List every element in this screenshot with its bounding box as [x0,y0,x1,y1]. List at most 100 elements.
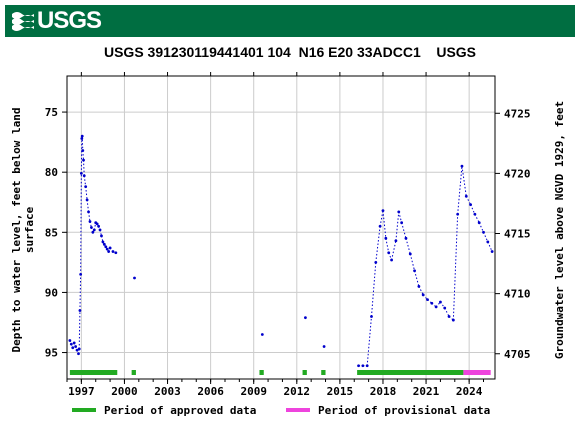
y-tick-label: 75 [45,106,58,119]
series-segment [470,204,476,215]
data-point [421,293,425,297]
data-point [434,305,438,309]
data-point [464,194,468,198]
series-segment [78,310,81,349]
y-axis-label-left-line2: surface [23,206,36,253]
series-segment [457,166,463,215]
data-point [133,276,136,280]
series-segment [452,214,459,321]
data-point [111,250,115,253]
x-tick-label: 2000 [111,385,138,398]
y-right-tick-label: 4720 [504,167,531,180]
series-segment [465,196,472,205]
y-tick-label: 80 [45,166,58,179]
data-point [108,246,112,250]
x-tick-label: 2003 [154,385,181,398]
data-point [91,230,95,234]
series-segment [366,316,372,366]
data-point [456,212,460,216]
series-segment [478,222,484,233]
data-point [361,364,365,368]
data-point [394,239,398,243]
series-segment [85,186,88,200]
approved-period-bar [321,370,326,375]
y-right-tick-label: 4715 [504,228,531,241]
data-point [82,158,85,162]
data-point [92,228,96,232]
data-point [469,203,472,207]
data-point [69,342,73,346]
x-tick-label: 2012 [284,385,311,398]
series-segment [80,173,82,275]
data-point [426,298,429,302]
data-point [486,240,490,244]
series-segment [375,226,381,263]
series-segment [401,222,407,239]
series-segment [391,240,397,261]
data-point [79,272,83,276]
usgs-wave-icon [12,12,34,31]
x-tick-label: 2021 [413,385,440,398]
data-point [105,247,109,251]
approved-period-bar [69,370,118,375]
series-segment [483,232,489,243]
data-point [90,226,93,229]
data-point [365,364,369,368]
data-point [100,234,103,238]
data-point [80,134,84,138]
chart-title: USGS 391230119441401 104 N16 E20 33ADCC1… [103,44,477,60]
data-point [374,260,378,264]
usgs-logo: USGS [11,7,102,34]
data-point [451,318,455,322]
data-point [473,212,477,216]
data-point [107,250,111,253]
legend-approved-label: Period of approved data [104,403,257,417]
series-segment [83,175,87,187]
data-point [408,252,412,256]
data-point [114,251,118,255]
data-point [98,228,102,232]
data-point [85,198,89,202]
data-point [443,306,447,310]
data-point [80,137,84,140]
data-point [101,240,105,244]
series-segment [461,166,467,197]
data-point [104,245,108,249]
series-segment [82,150,85,161]
y-tick-label: 95 [45,347,58,360]
y-axis-label-left-line1: Depth to water level, feet below land [10,107,23,352]
series-segment [414,270,420,287]
logo-text: USGS [37,7,102,34]
data-point [77,347,81,351]
x-tick-label: 1997 [68,385,95,398]
x-tick-label: 2024 [456,385,483,398]
data-point [400,221,404,225]
data-point [430,301,434,305]
series-segment [86,199,90,212]
data-point [482,230,485,234]
data-point [95,222,99,226]
data-point [77,352,80,356]
data-point [82,174,86,178]
data-point [439,300,442,304]
data-point [68,339,72,342]
data-point [102,242,106,246]
x-tick-label: 2018 [370,385,397,398]
x-tick-label: 2006 [197,385,224,398]
data-point [417,285,421,288]
data-point [460,164,464,168]
y-tick-label: 85 [45,226,58,239]
data-point [75,348,79,352]
data-point [81,149,85,152]
y-right-tick-label: 4710 [504,288,531,301]
legend-approved-swatch [72,408,96,412]
series-segment [487,241,493,252]
series-segment [418,286,424,296]
data-point [304,316,307,320]
y-right-tick-label: 4705 [504,348,531,361]
data-point [87,210,90,214]
series-segment [405,238,411,255]
approved-period-bar [131,370,136,375]
data-point [384,236,388,240]
data-point [378,224,382,228]
